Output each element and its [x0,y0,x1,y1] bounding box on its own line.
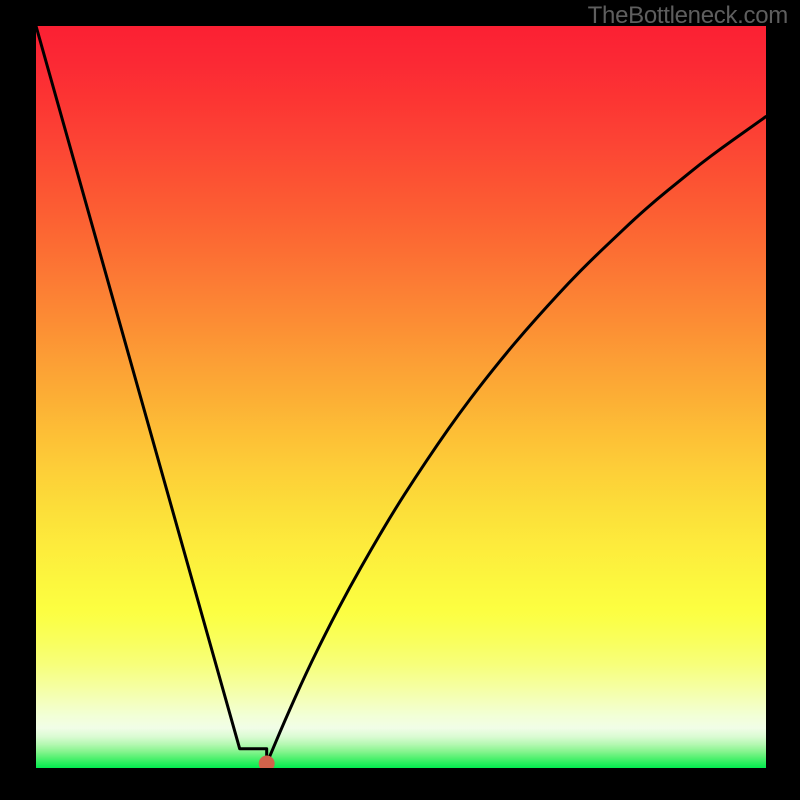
gradient-background [36,26,766,768]
bottleneck-chart [36,26,766,768]
watermark-label: TheBottleneck.com [588,2,788,30]
